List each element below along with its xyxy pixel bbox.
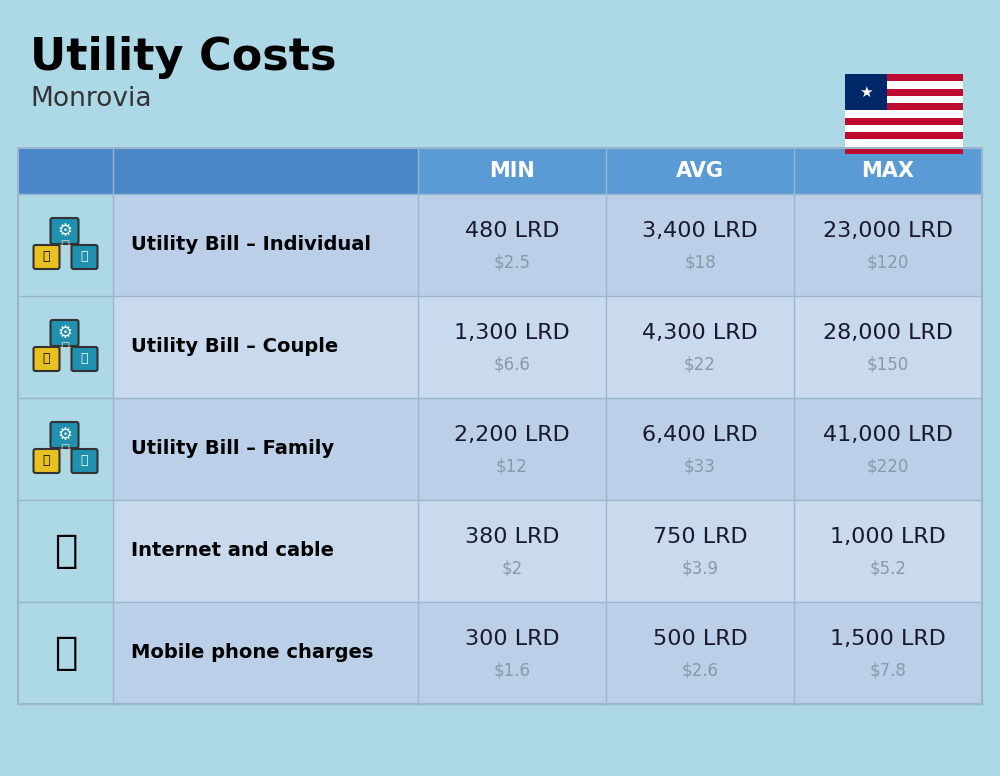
Text: $12: $12 [496, 458, 528, 476]
Text: 🔌: 🔌 [43, 455, 50, 467]
Text: 750 LRD: 750 LRD [653, 527, 747, 547]
FancyBboxPatch shape [72, 245, 98, 269]
Text: $150: $150 [867, 356, 909, 374]
FancyBboxPatch shape [845, 81, 963, 88]
Text: ★: ★ [859, 85, 873, 99]
Text: Utility Bill – Individual: Utility Bill – Individual [131, 235, 371, 255]
Text: $6.6: $6.6 [494, 356, 530, 374]
Text: 480 LRD: 480 LRD [465, 221, 559, 241]
FancyBboxPatch shape [18, 148, 418, 194]
FancyBboxPatch shape [34, 449, 60, 473]
FancyBboxPatch shape [113, 398, 982, 500]
FancyBboxPatch shape [18, 602, 113, 704]
FancyBboxPatch shape [113, 602, 982, 704]
Text: $22: $22 [684, 356, 716, 374]
Text: $1.6: $1.6 [494, 662, 530, 680]
FancyBboxPatch shape [113, 194, 982, 296]
FancyBboxPatch shape [845, 118, 963, 125]
Text: Mobile phone charges: Mobile phone charges [131, 643, 373, 663]
FancyBboxPatch shape [845, 110, 963, 118]
Text: $7.8: $7.8 [870, 662, 906, 680]
FancyBboxPatch shape [845, 125, 963, 132]
FancyBboxPatch shape [794, 148, 982, 194]
Text: 28,000 LRD: 28,000 LRD [823, 323, 953, 343]
FancyBboxPatch shape [18, 398, 113, 500]
FancyBboxPatch shape [845, 147, 963, 154]
Text: Utility Costs: Utility Costs [30, 36, 336, 79]
Text: MIN: MIN [489, 161, 535, 181]
FancyBboxPatch shape [50, 218, 78, 244]
Text: $2: $2 [501, 560, 523, 578]
Text: 🚿: 🚿 [81, 352, 88, 365]
Text: $120: $120 [867, 254, 909, 272]
FancyBboxPatch shape [845, 74, 963, 81]
Text: 2,200 LRD: 2,200 LRD [454, 425, 570, 445]
Text: 1,300 LRD: 1,300 LRD [454, 323, 570, 343]
FancyBboxPatch shape [50, 422, 78, 448]
FancyBboxPatch shape [18, 500, 113, 602]
Text: Internet and cable: Internet and cable [131, 542, 334, 560]
Text: 3,400 LRD: 3,400 LRD [642, 221, 758, 241]
Text: $18: $18 [684, 254, 716, 272]
Text: 6,400 LRD: 6,400 LRD [642, 425, 758, 445]
FancyBboxPatch shape [18, 296, 113, 398]
FancyBboxPatch shape [113, 500, 982, 602]
FancyBboxPatch shape [845, 132, 963, 140]
Text: 🧑: 🧑 [60, 444, 69, 459]
Text: 🚿: 🚿 [81, 251, 88, 264]
Text: 📱: 📱 [54, 634, 77, 672]
Text: 4,300 LRD: 4,300 LRD [642, 323, 758, 343]
Text: Utility Bill – Family: Utility Bill – Family [131, 439, 334, 459]
Text: AVG: AVG [676, 161, 724, 181]
Text: 1,500 LRD: 1,500 LRD [830, 629, 946, 649]
Text: $3.9: $3.9 [682, 560, 718, 578]
Text: ⚙: ⚙ [57, 222, 72, 240]
Text: $2.5: $2.5 [494, 254, 530, 272]
Text: MAX: MAX [862, 161, 914, 181]
FancyBboxPatch shape [845, 74, 887, 110]
Text: $33: $33 [684, 458, 716, 476]
Text: $5.2: $5.2 [870, 560, 906, 578]
Text: ⚙: ⚙ [57, 324, 72, 342]
FancyBboxPatch shape [418, 148, 606, 194]
Text: 🔌: 🔌 [43, 251, 50, 264]
Text: Monrovia: Monrovia [30, 86, 152, 112]
Text: 🧑: 🧑 [60, 341, 69, 356]
FancyBboxPatch shape [606, 148, 794, 194]
FancyBboxPatch shape [845, 95, 963, 103]
Text: $220: $220 [867, 458, 909, 476]
Text: 🧑: 🧑 [60, 240, 69, 255]
Text: ⚙: ⚙ [57, 426, 72, 444]
Text: 300 LRD: 300 LRD [465, 629, 559, 649]
FancyBboxPatch shape [845, 140, 963, 147]
Text: 🔌: 🔌 [43, 352, 50, 365]
FancyBboxPatch shape [50, 320, 78, 346]
FancyBboxPatch shape [18, 194, 113, 296]
FancyBboxPatch shape [34, 347, 60, 371]
Text: 380 LRD: 380 LRD [465, 527, 559, 547]
FancyBboxPatch shape [72, 347, 98, 371]
Text: 41,000 LRD: 41,000 LRD [823, 425, 953, 445]
Text: 23,000 LRD: 23,000 LRD [823, 221, 953, 241]
Text: Utility Bill – Couple: Utility Bill – Couple [131, 338, 338, 356]
Text: 1,000 LRD: 1,000 LRD [830, 527, 946, 547]
Text: 500 LRD: 500 LRD [653, 629, 747, 649]
Text: 📡: 📡 [54, 532, 77, 570]
Text: 🚿: 🚿 [81, 455, 88, 467]
FancyBboxPatch shape [845, 88, 963, 95]
FancyBboxPatch shape [845, 103, 963, 110]
FancyBboxPatch shape [72, 449, 98, 473]
Text: $2.6: $2.6 [682, 662, 718, 680]
FancyBboxPatch shape [34, 245, 60, 269]
FancyBboxPatch shape [113, 296, 982, 398]
